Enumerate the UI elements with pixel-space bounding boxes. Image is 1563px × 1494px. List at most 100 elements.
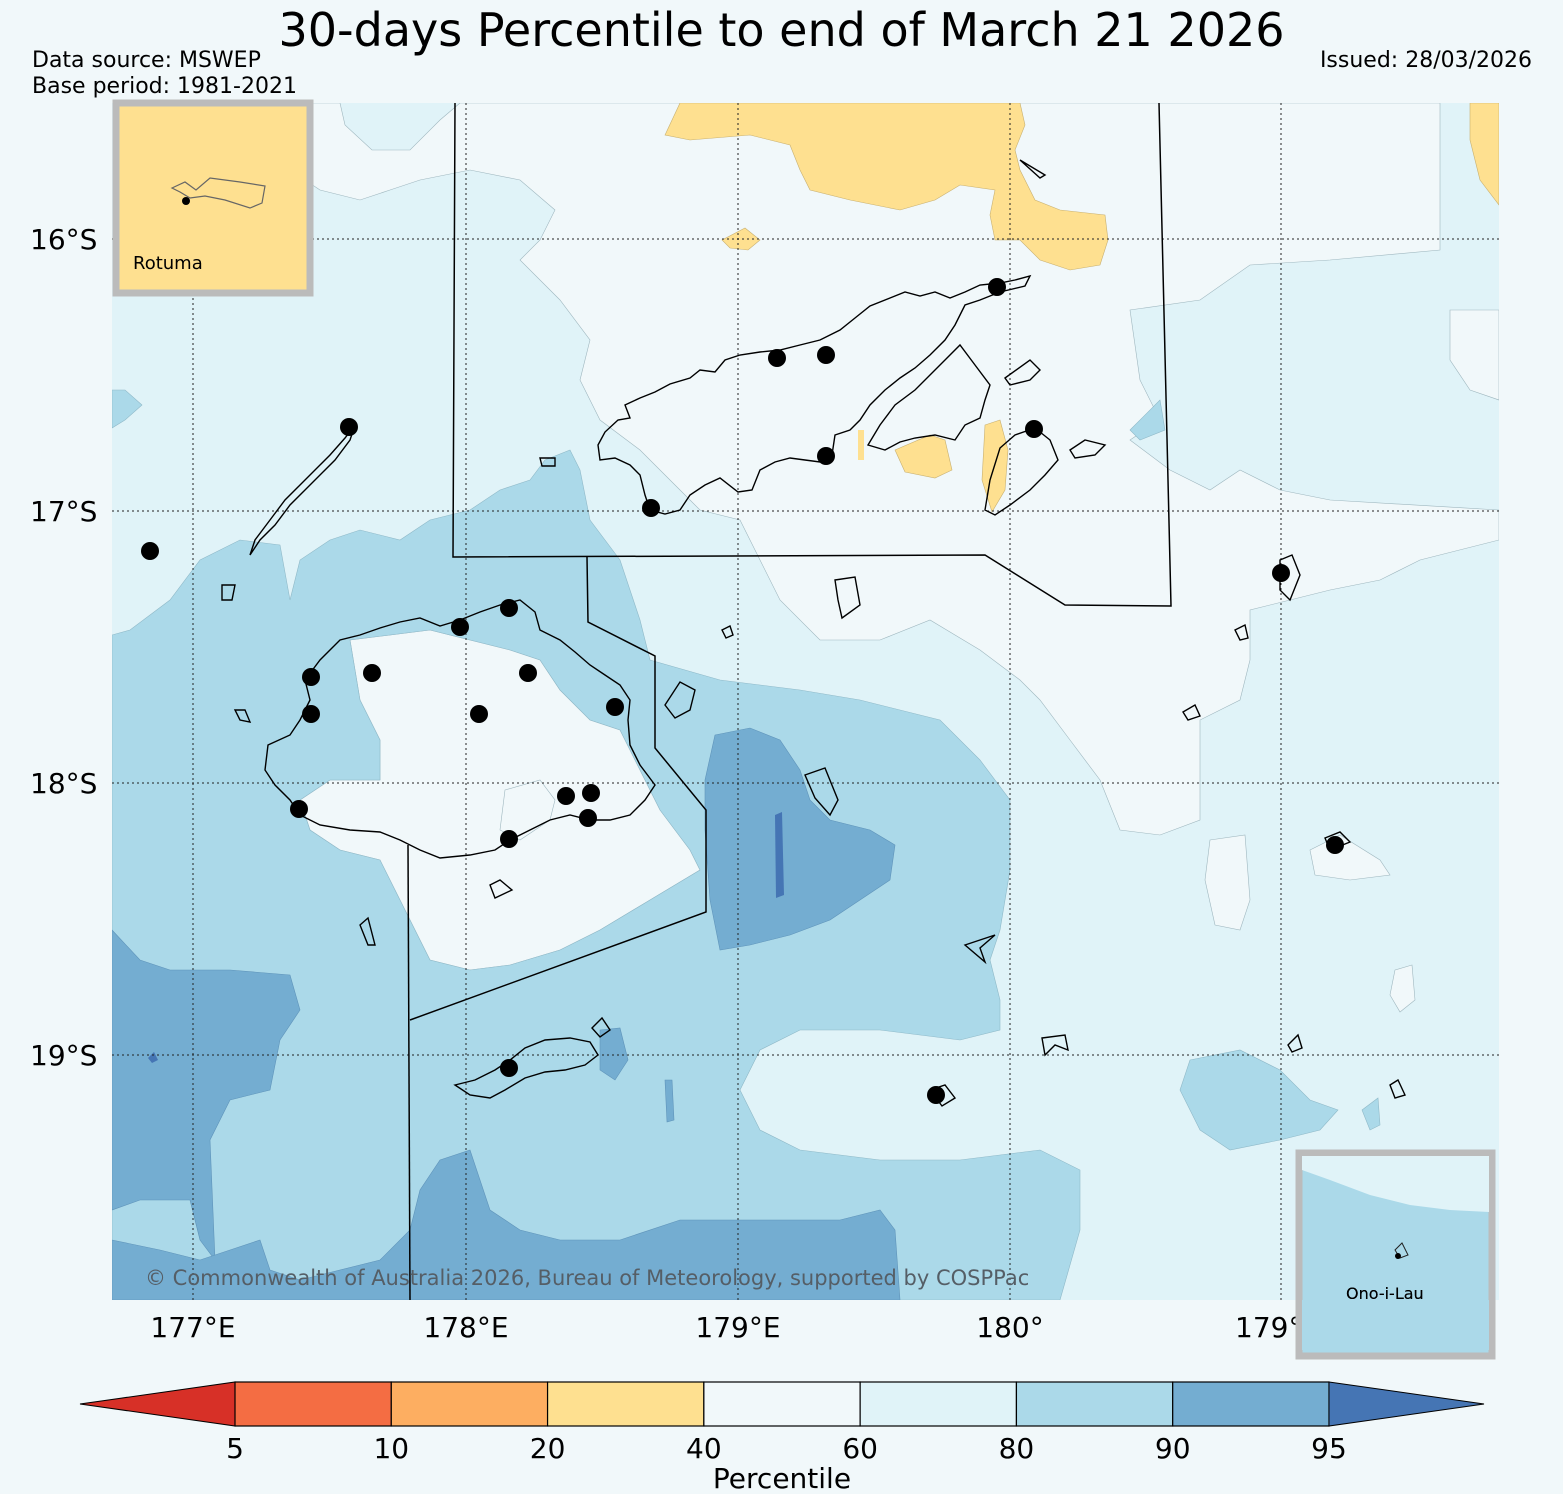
colorbar-tick-label: 60 (842, 1432, 878, 1465)
station-marker (141, 542, 159, 560)
coast-island-2 (804, 767, 839, 817)
coast-island-1 (834, 576, 861, 620)
field-90-95-sw (112, 929, 301, 1261)
ono-station (1395, 1253, 1401, 1259)
division-boundaries (407, 103, 1172, 1300)
field-80-90-se (1179, 1049, 1339, 1151)
field-80-90-nw (112, 389, 143, 429)
coast-island-16 (539, 457, 556, 467)
station-marker (817, 346, 835, 364)
coast-island-10 (1234, 623, 1249, 641)
station-marker (363, 664, 381, 682)
coast-island-8 (1279, 554, 1301, 602)
field-90-95-sw2 (112, 1149, 901, 1300)
colorbar-tick-label: 90 (1155, 1432, 1191, 1465)
lat-label: 18°S (30, 767, 97, 800)
coast-vanua-levu (597, 274, 1032, 515)
colorbar-tick-label: 20 (530, 1432, 566, 1465)
station-marker (1272, 564, 1290, 582)
coast-island-9 (1182, 704, 1201, 721)
data-source-label: Data source: MSWEP (32, 48, 261, 73)
station-marker (470, 705, 488, 723)
field-20-40-north (664, 103, 1109, 271)
rotuma-label: Rotuma (133, 253, 203, 274)
lat-labels: 16°S 17°S 18°S 19°S (30, 223, 97, 1072)
coast-island-4 (664, 681, 696, 719)
station-marker (579, 809, 597, 827)
meta-left: Data source: MSWEP Base period: 1981-202… (32, 48, 297, 100)
field-90-95-small2 (664, 1079, 675, 1123)
base-period-label: Base period: 1981-2021 (32, 74, 297, 99)
coast-rabi (1069, 439, 1107, 459)
lon-label: 178°E (423, 1311, 508, 1344)
map-field: © Commonwealth of Australia 2026, Bureau… (112, 103, 1499, 1300)
lon-label: 179°E (695, 1311, 780, 1344)
coast-viti-levu (264, 599, 656, 859)
field-40-60-patch (1204, 834, 1251, 931)
issued-date: Issued: 28/03/2026 (1319, 48, 1532, 73)
lat-label: 17°S (30, 495, 97, 528)
colorbar-title: Percentile (713, 1462, 851, 1494)
station-marker (768, 349, 786, 367)
station-marker (302, 705, 320, 723)
station-marker (451, 618, 469, 636)
station-markers (141, 278, 1344, 1104)
coast-island-17 (221, 584, 236, 601)
lat-label: 19°S (30, 1039, 97, 1072)
ono-label: Ono-i-Lau (1346, 1284, 1424, 1303)
colorbar-tick-label: 40 (686, 1432, 722, 1465)
field-95-plus-sw (148, 1052, 158, 1063)
colorbar-high-extension (1328, 1381, 1485, 1427)
inset-ono-overlay: Ono-i-Lau (1295, 1284, 1496, 1360)
station-marker (606, 698, 624, 716)
inset-ono-field (1302, 1156, 1489, 1212)
field-20-40-small (721, 227, 761, 251)
ono-label-overlay: Ono-i-Lau (1346, 1284, 1424, 1303)
colorbar-segment (390, 1381, 549, 1427)
colorbar-tick-label: 95 (1311, 1432, 1347, 1465)
station-marker (340, 418, 358, 436)
station-marker (519, 664, 537, 682)
graticule (112, 103, 1499, 1300)
lon-label: 180° (976, 1311, 1043, 1344)
coast-island-14 (489, 879, 514, 899)
station-marker (302, 668, 320, 686)
lon-labels: 177°E 178°E 179°E 180° 179°W (150, 1311, 1330, 1344)
station-marker (927, 1086, 945, 1104)
colorbar-low-extension (79, 1381, 236, 1427)
lon-label: 177°E (150, 1311, 235, 1344)
colorbar-tick-label: 80 (999, 1432, 1035, 1465)
colorbar-segment (234, 1381, 392, 1427)
station-marker (1326, 836, 1344, 854)
field-40-60-north (239, 103, 1499, 836)
inset-rotuma: Rotuma (112, 99, 314, 297)
coast-yanuca (1019, 159, 1047, 179)
station-marker (500, 830, 518, 848)
station-marker (500, 1059, 518, 1077)
station-marker (582, 784, 600, 802)
field-80-90-e (1129, 399, 1166, 441)
coast-island-15 (721, 625, 734, 639)
colorbar-segment (546, 1381, 705, 1427)
field-40-60-patch3 (1389, 964, 1416, 1013)
coast-island-18 (233, 709, 252, 723)
station-marker (1025, 420, 1043, 438)
field-80-90 (112, 449, 1081, 1300)
colorbar-tick-label: 5 (226, 1432, 244, 1465)
map-title: 30-days Percentile to end of March 21 20… (278, 3, 1285, 57)
colorbar-segment (1015, 1381, 1174, 1427)
station-marker (988, 278, 1006, 296)
station-marker (290, 800, 308, 818)
rotuma-island (170, 177, 266, 209)
colorbar: 5 10 20 40 60 80 90 95 Percentile (79, 1381, 1485, 1494)
field-95-plus (775, 812, 784, 898)
field-20-40-ne (1469, 103, 1499, 206)
colorbar-segment (859, 1381, 1018, 1427)
coast-vanua-2 (866, 343, 991, 451)
copyright-text: © Commonwealth of Australia 2026, Bureau… (145, 1266, 1029, 1290)
station-marker (642, 499, 660, 517)
station-marker (817, 447, 835, 465)
station-marker (557, 787, 575, 805)
colorbar-segment (703, 1381, 861, 1427)
